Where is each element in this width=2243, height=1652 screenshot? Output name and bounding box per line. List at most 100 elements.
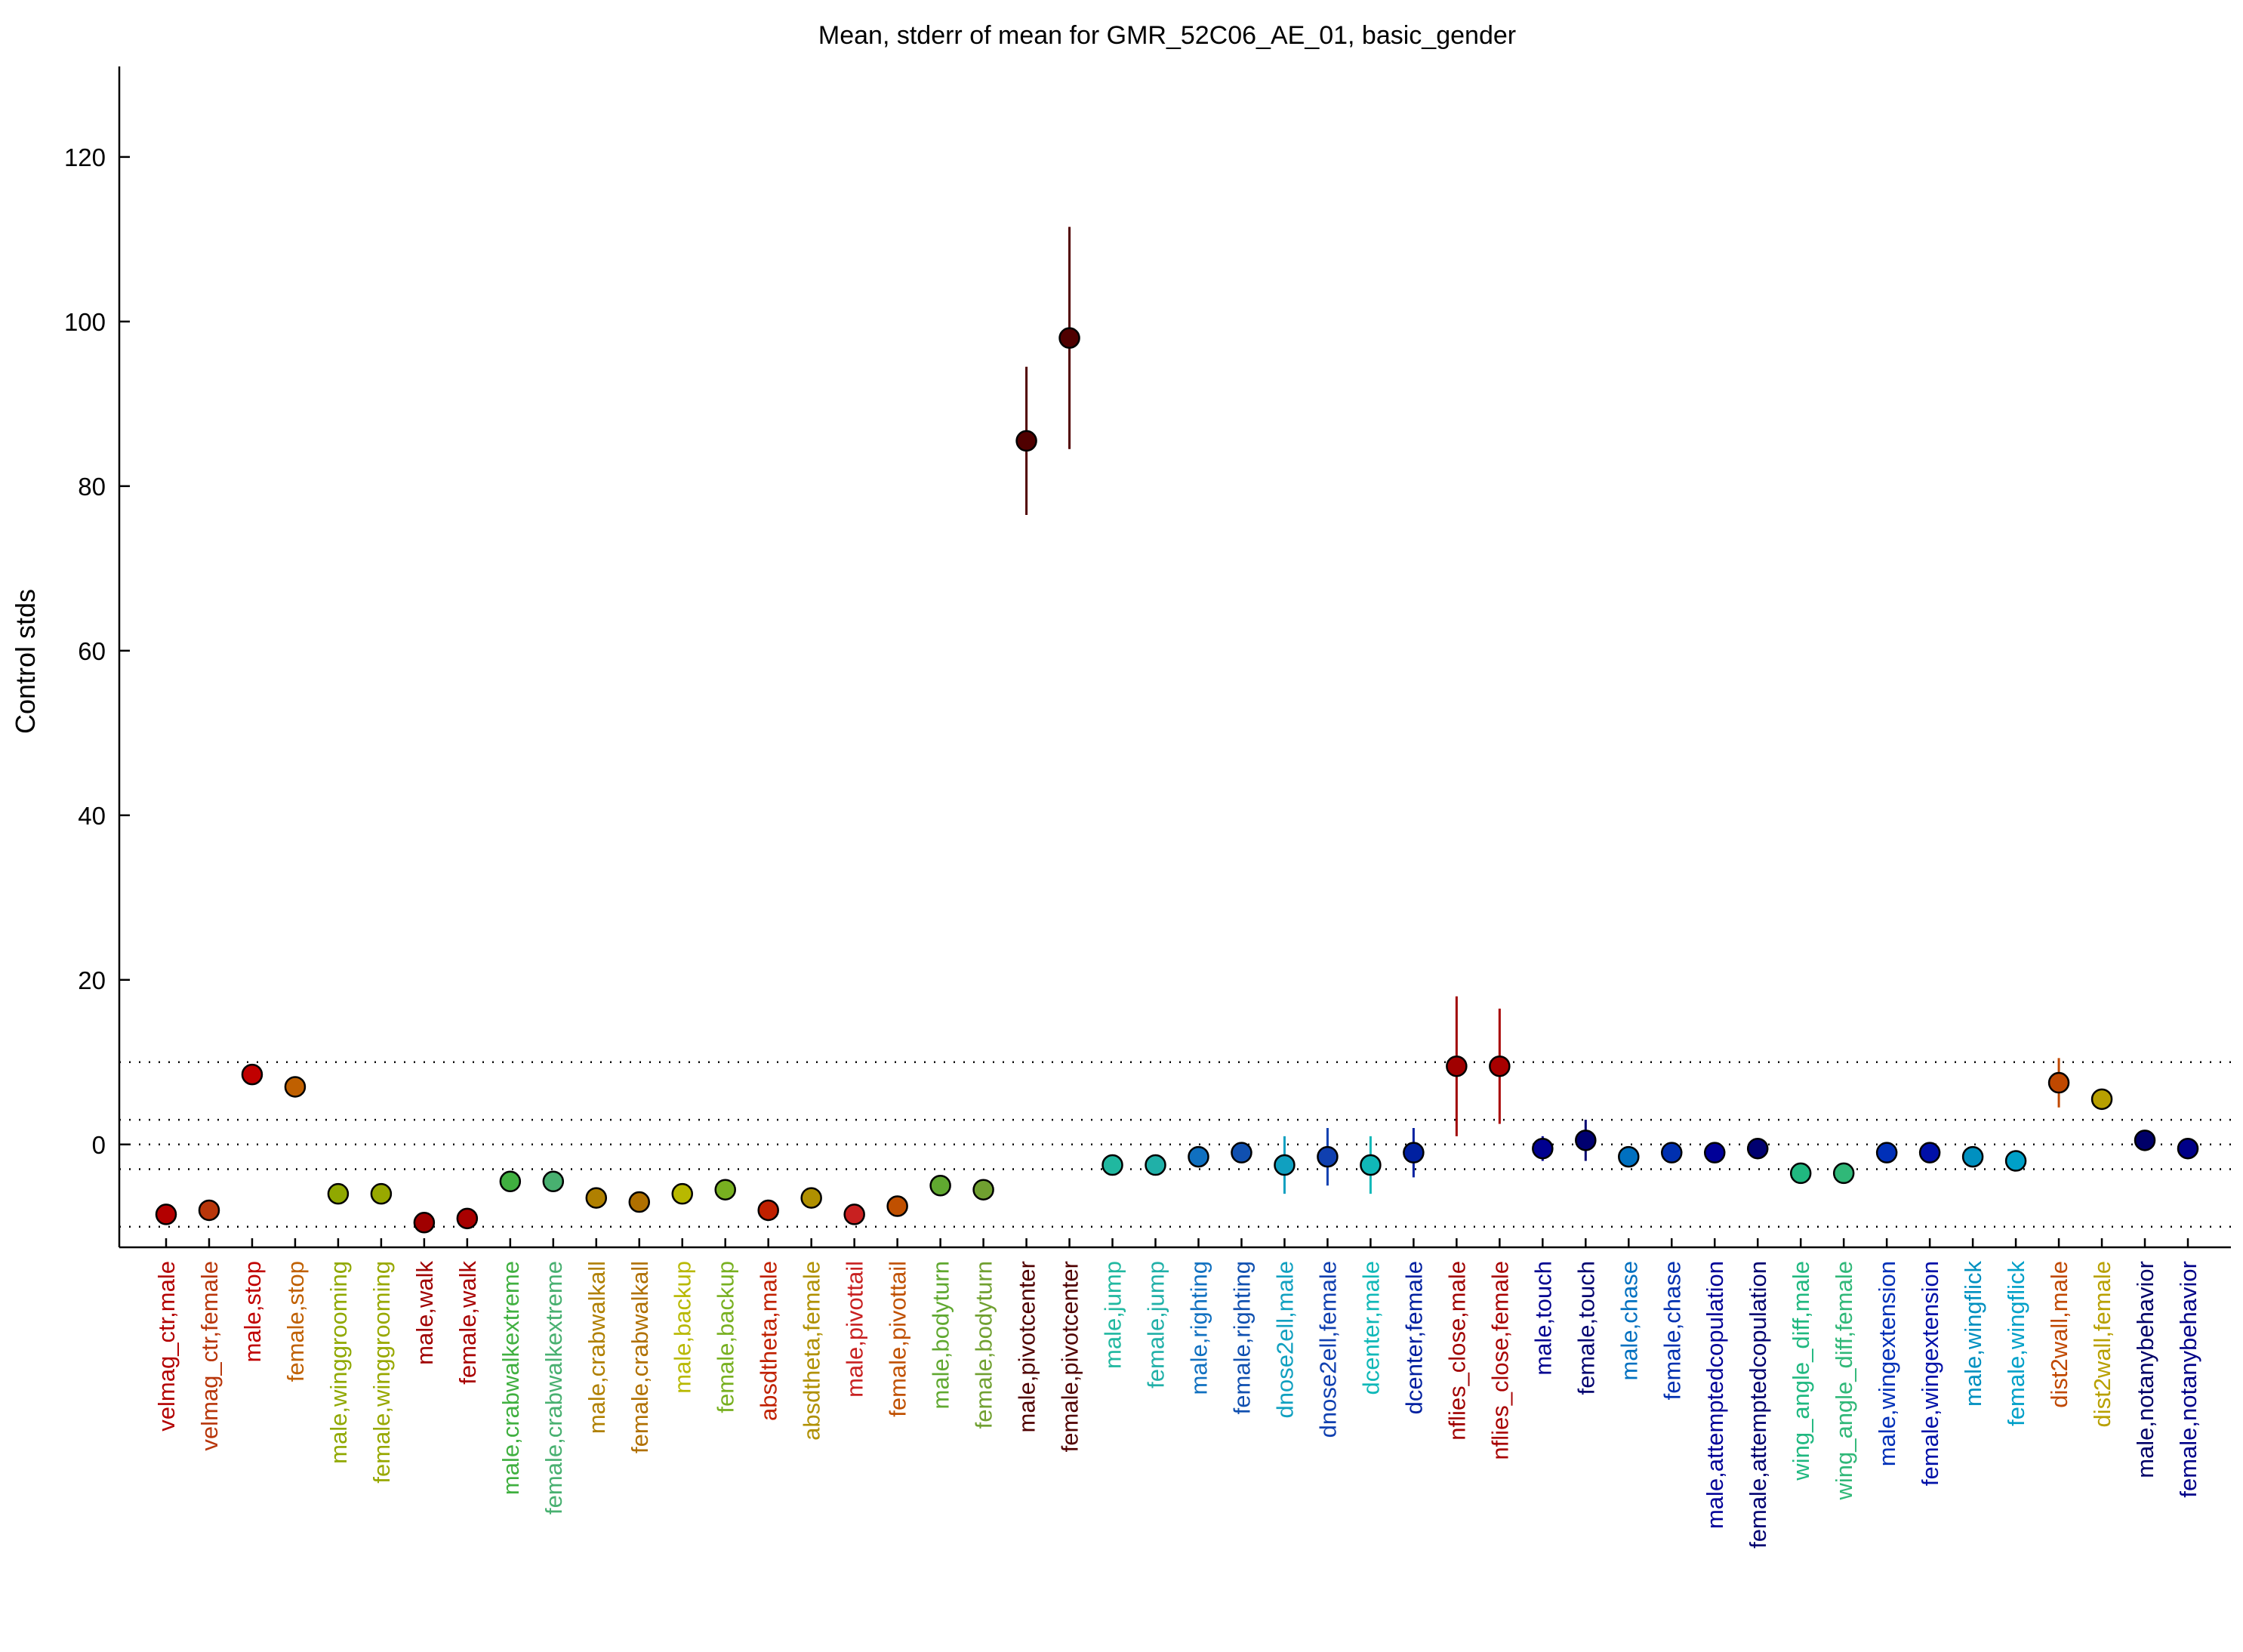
x-tick-label: velmag_ctr,male bbox=[153, 1261, 180, 1432]
y-tick-label: 100 bbox=[64, 308, 106, 336]
data-point bbox=[370, 1182, 393, 1205]
x-tick-label: absdtheta,male bbox=[756, 1261, 782, 1421]
y-tick-label: 0 bbox=[92, 1131, 106, 1159]
x-tick-label: female,righting bbox=[1228, 1261, 1255, 1414]
data-point bbox=[499, 1170, 522, 1193]
data-point bbox=[1961, 1145, 1984, 1168]
data-point bbox=[757, 1199, 779, 1222]
data-point bbox=[671, 1182, 693, 1205]
data-point bbox=[1446, 1055, 1468, 1077]
data-point bbox=[1746, 1137, 1769, 1160]
data-point bbox=[198, 1199, 220, 1222]
x-tick-label: nflies_close,male bbox=[1443, 1261, 1470, 1441]
y-axis-label: Control stds bbox=[10, 589, 41, 734]
data-point bbox=[1832, 1162, 1855, 1185]
data-point bbox=[1875, 1142, 1898, 1163]
data-point bbox=[843, 1204, 865, 1225]
x-tick-label: male,winggrooming bbox=[325, 1261, 352, 1464]
x-tick-label: female,pivottail bbox=[885, 1261, 911, 1417]
x-tick-label: male,jump bbox=[1100, 1261, 1126, 1369]
reference-lines bbox=[119, 1061, 2231, 1228]
data-point bbox=[241, 1063, 263, 1086]
x-tick-label: female,jump bbox=[1143, 1261, 1169, 1388]
x-tick-label: female,bodyturn bbox=[971, 1261, 997, 1429]
x-tick-label: female,backup bbox=[713, 1261, 739, 1413]
data-point bbox=[1661, 1142, 1683, 1163]
data-point bbox=[1618, 1145, 1640, 1168]
data-point bbox=[585, 1187, 608, 1209]
data-point bbox=[155, 1204, 177, 1225]
x-tick-label: female,wingflick bbox=[2003, 1261, 2029, 1426]
x-tick-label: wing_angle_diff,female bbox=[1831, 1261, 1857, 1501]
y-axis-ticks: 0 20 40 60 80 100 120 bbox=[64, 143, 130, 1159]
data-point bbox=[628, 1191, 651, 1213]
data-point bbox=[714, 1179, 736, 1200]
x-tick-label: male,walk bbox=[411, 1261, 438, 1365]
data-point bbox=[1145, 1154, 1166, 1176]
data-point bbox=[1360, 1154, 1382, 1176]
x-tick-label: female,attemptedcopulation bbox=[1745, 1261, 1771, 1549]
x-tick-label: dnose2ell,male bbox=[1271, 1261, 1298, 1419]
x-tick-label: female,touch bbox=[1573, 1261, 1599, 1395]
y-tick-label: 20 bbox=[78, 966, 106, 994]
x-tick-label: male,wingflick bbox=[1960, 1261, 1986, 1407]
data-point bbox=[1403, 1142, 1425, 1163]
x-tick-label: dnose2ell,female bbox=[1314, 1261, 1341, 1438]
x-tick-label: velmag_ctr,female bbox=[196, 1261, 223, 1451]
data-point bbox=[327, 1182, 350, 1205]
y-tick-label: 40 bbox=[78, 802, 106, 830]
x-axis-ticks: velmag_ctr,male velmag_ctr,female male,sto… bbox=[153, 1238, 2201, 1549]
y-tick-label: 120 bbox=[64, 143, 106, 171]
axes bbox=[118, 66, 2231, 1249]
x-tick-label: male,attemptedcopulation bbox=[1702, 1261, 1728, 1529]
x-tick-label: male,crabwalkall bbox=[584, 1261, 610, 1434]
data-point bbox=[1058, 327, 1080, 349]
data-point bbox=[1532, 1137, 1554, 1160]
data-point bbox=[2134, 1130, 2156, 1151]
data-points bbox=[155, 327, 2199, 1234]
data-point bbox=[1789, 1162, 1812, 1185]
data-point bbox=[1317, 1145, 1339, 1168]
data-point bbox=[456, 1207, 479, 1230]
x-tick-label: male,crabwalkextreme bbox=[498, 1261, 524, 1495]
data-point bbox=[2047, 1071, 2070, 1094]
x-tick-label: female,stop bbox=[282, 1261, 309, 1382]
x-tick-label: female,crabwalkextreme bbox=[541, 1261, 567, 1515]
x-tick-label: male,pivotcenter bbox=[1014, 1261, 1040, 1432]
x-tick-label: male,bodyturn bbox=[928, 1261, 954, 1409]
error-bars bbox=[165, 227, 2189, 1225]
x-tick-label: dcenter,female bbox=[1400, 1261, 1427, 1414]
y-tick-label: 80 bbox=[78, 473, 106, 501]
data-point bbox=[1015, 430, 1037, 452]
x-tick-label: female,crabwalkall bbox=[627, 1261, 653, 1453]
data-point bbox=[929, 1175, 951, 1197]
data-point bbox=[1575, 1130, 1597, 1151]
chart-title: Mean, stderr of mean for GMR_52C06_AE_01… bbox=[818, 21, 1516, 50]
data-point bbox=[886, 1195, 908, 1217]
x-tick-label: female,winggrooming bbox=[368, 1261, 395, 1484]
data-point bbox=[2090, 1088, 2113, 1111]
x-tick-label: female,wingextension bbox=[1917, 1261, 1943, 1486]
x-tick-label: female,walk bbox=[454, 1261, 481, 1385]
data-point bbox=[1231, 1142, 1252, 1163]
x-tick-label: dist2wall,male bbox=[2046, 1261, 2072, 1408]
y-tick-label: 60 bbox=[78, 637, 106, 665]
data-point bbox=[2177, 1137, 2199, 1160]
x-tick-label: female,pivotcenter bbox=[1057, 1261, 1083, 1452]
data-point bbox=[800, 1187, 822, 1209]
x-tick-label: male,chase bbox=[1616, 1261, 1642, 1381]
x-tick-label: dcenter,male bbox=[1357, 1261, 1384, 1395]
data-point bbox=[1274, 1154, 1296, 1176]
x-tick-label: male,notanybehavior bbox=[2132, 1261, 2158, 1478]
x-tick-label: male,pivottail bbox=[842, 1261, 868, 1398]
x-tick-label: nflies_close,female bbox=[1487, 1261, 1513, 1460]
data-point bbox=[542, 1170, 565, 1193]
data-point bbox=[1188, 1145, 1209, 1168]
x-tick-label: male,backup bbox=[670, 1261, 696, 1394]
x-tick-label: absdtheta,female bbox=[799, 1261, 825, 1441]
x-tick-label: female,notanybehavior bbox=[2175, 1261, 2201, 1498]
x-tick-label: dist2wall,female bbox=[2089, 1261, 2115, 1428]
data-point bbox=[413, 1212, 436, 1234]
x-tick-label: female,chase bbox=[1659, 1261, 1685, 1400]
